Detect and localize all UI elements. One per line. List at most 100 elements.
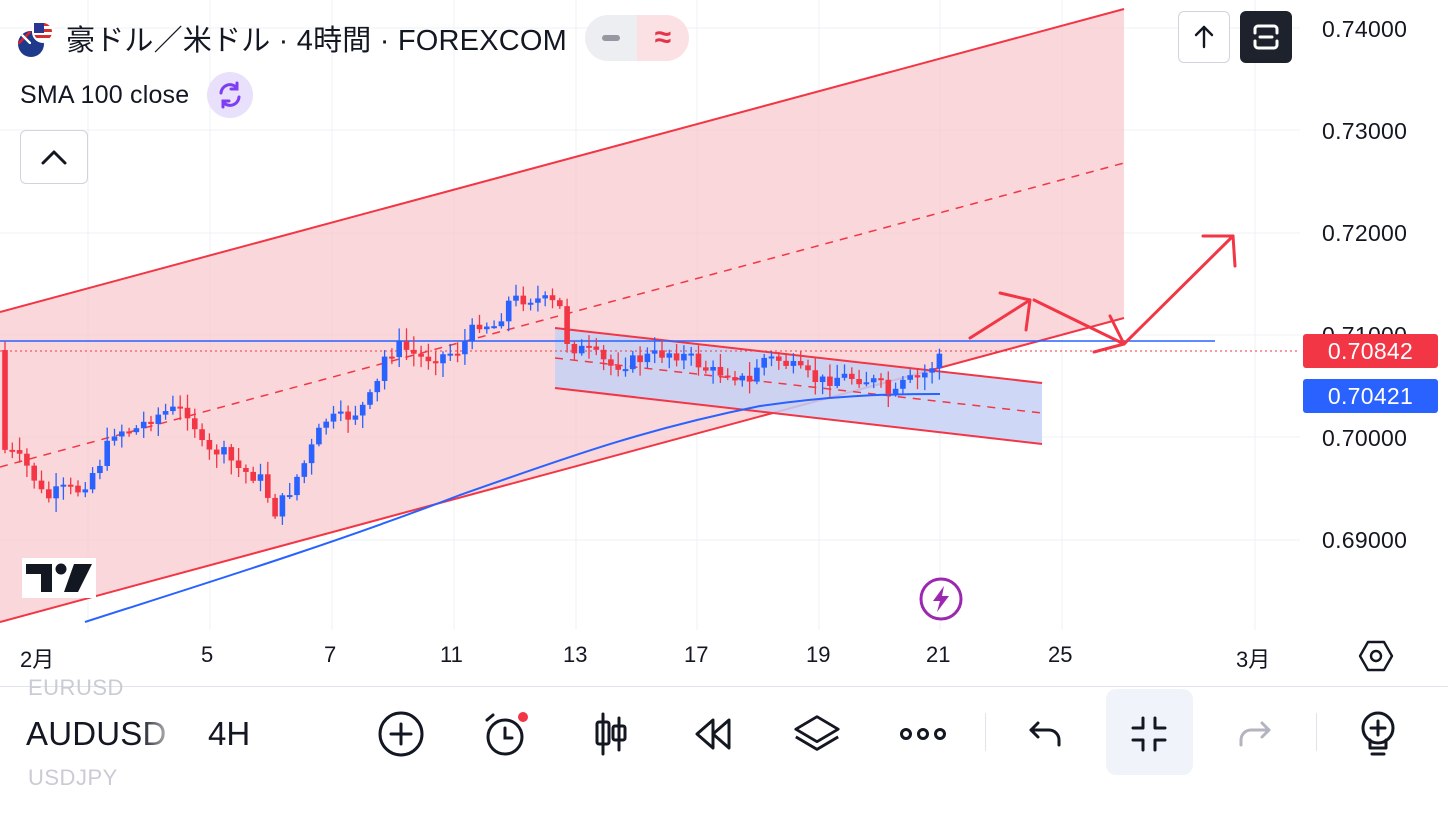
chart-mode-pill[interactable]: ≈ <box>585 15 690 61</box>
falling-channel-upper-line[interactable] <box>554 327 1043 384</box>
redo-icon[interactable] <box>1230 709 1280 759</box>
candle-body <box>359 404 366 416</box>
sma-100-line[interactable] <box>84 393 941 623</box>
time-label: 2月 <box>20 647 55 672</box>
time-label: 13 <box>563 642 588 667</box>
interval-button[interactable]: 4H <box>208 715 251 752</box>
candle-body <box>746 375 753 382</box>
candle-body <box>89 473 96 490</box>
chart-type-icon[interactable]: ≈ <box>637 15 690 61</box>
candle-body <box>374 380 381 393</box>
price-label: 0.74000 <box>1322 16 1408 42</box>
candle-body <box>67 484 74 487</box>
candle-body <box>60 484 67 487</box>
falling-channel-median-line[interactable] <box>554 357 1043 414</box>
layers-icon[interactable] <box>792 709 842 759</box>
chart-canvas[interactable] <box>0 0 1300 685</box>
candle-body <box>936 353 943 369</box>
candlestick-icon[interactable] <box>586 709 636 759</box>
candle-body <box>673 353 680 361</box>
flash-icon[interactable] <box>918 576 964 622</box>
candle-body <box>389 356 395 359</box>
candle-body <box>308 444 315 464</box>
candle-body <box>9 449 16 452</box>
falling-channel-lower-line[interactable] <box>554 387 1043 445</box>
alert-clock-icon[interactable] <box>480 709 530 759</box>
candle-body <box>542 295 548 299</box>
candle-body <box>922 372 928 378</box>
candle-body <box>75 485 81 493</box>
settings-hexagon-icon[interactable] <box>1358 638 1394 674</box>
candle-body <box>192 418 198 430</box>
candle-body <box>462 341 468 355</box>
candle-body <box>644 353 651 363</box>
indicator-loop-icon[interactable] <box>207 72 254 118</box>
add-icon[interactable] <box>376 709 426 759</box>
candle-body <box>812 370 819 383</box>
candle-body <box>440 354 446 364</box>
time-label: 5 <box>201 642 214 667</box>
toolbar-divider <box>0 686 1448 687</box>
time-label: 19 <box>806 642 831 667</box>
exit-fullscreen-button[interactable] <box>1106 689 1193 775</box>
candle-body <box>505 300 512 322</box>
candle-body <box>148 421 154 424</box>
replay-icon[interactable] <box>688 709 738 759</box>
symbol-fade <box>140 705 180 761</box>
candle-body <box>535 298 541 303</box>
rising-channel-upper-line[interactable] <box>0 8 1125 313</box>
ideas-bulb-icon[interactable] <box>1353 709 1403 759</box>
candle-body <box>170 406 176 412</box>
exit-fullscreen-icon[interactable] <box>1124 709 1174 759</box>
candle-body <box>381 356 388 381</box>
more-icon[interactable] <box>898 709 948 759</box>
candle-body <box>571 343 578 354</box>
undo-icon[interactable] <box>1020 709 1070 759</box>
price-label: 0.73000 <box>1322 118 1408 144</box>
scroll-top-button[interactable] <box>1178 11 1230 63</box>
candle-body <box>2 350 8 450</box>
candle-body <box>841 373 848 378</box>
candle-body <box>907 375 913 380</box>
candle-body <box>703 367 709 371</box>
candle-body <box>724 375 731 378</box>
candle-body <box>856 379 862 385</box>
candle-body <box>622 369 629 372</box>
candle-body <box>425 356 432 362</box>
symbol-title[interactable]: 豪ドル／米ドル · 4時間 · FOREXCOM <box>66 25 568 57</box>
candle-body <box>790 361 797 366</box>
rising-channel-lower-line[interactable] <box>0 317 1125 623</box>
price-scale[interactable]: 0.74000 0.73000 0.72000 0.71000 0.70000 … <box>1300 0 1448 685</box>
candle-body <box>111 436 118 441</box>
symbol-next[interactable]: USDJPY <box>28 765 118 790</box>
candle-body <box>827 376 833 386</box>
candle-body <box>527 302 534 305</box>
price-label: 0.70000 <box>1322 425 1408 451</box>
symbol-prev[interactable]: EURUSD <box>28 675 124 700</box>
candle-body <box>878 378 884 381</box>
candle-body <box>228 447 235 461</box>
candle-body <box>162 411 169 415</box>
last-price-tag: 0.70842 <box>1303 334 1438 368</box>
compare-icon[interactable] <box>585 15 638 61</box>
candle-body <box>454 353 461 356</box>
arrow-up-icon <box>1194 25 1214 49</box>
candle-body <box>849 373 855 380</box>
candle-body <box>16 450 23 454</box>
fullscreen-button[interactable] <box>1240 11 1292 63</box>
candle-body <box>447 353 454 356</box>
indicator-label: SMA 100 close <box>20 80 190 109</box>
candle-body <box>338 411 344 414</box>
candle-body <box>513 295 519 301</box>
candle-body <box>133 428 140 433</box>
collapse-legend-button[interactable] <box>20 130 88 184</box>
candle-body <box>126 431 132 434</box>
candle-body <box>900 379 906 389</box>
candle-body <box>31 465 37 481</box>
forecast-path-arrows[interactable] <box>968 234 1237 354</box>
candle-body <box>484 326 490 330</box>
candle-body <box>250 471 256 481</box>
indicator-legend[interactable]: SMA 100 close <box>20 72 254 118</box>
candlestick-series[interactable] <box>2 284 943 525</box>
rising-channel-fill[interactable] <box>0 9 1124 622</box>
